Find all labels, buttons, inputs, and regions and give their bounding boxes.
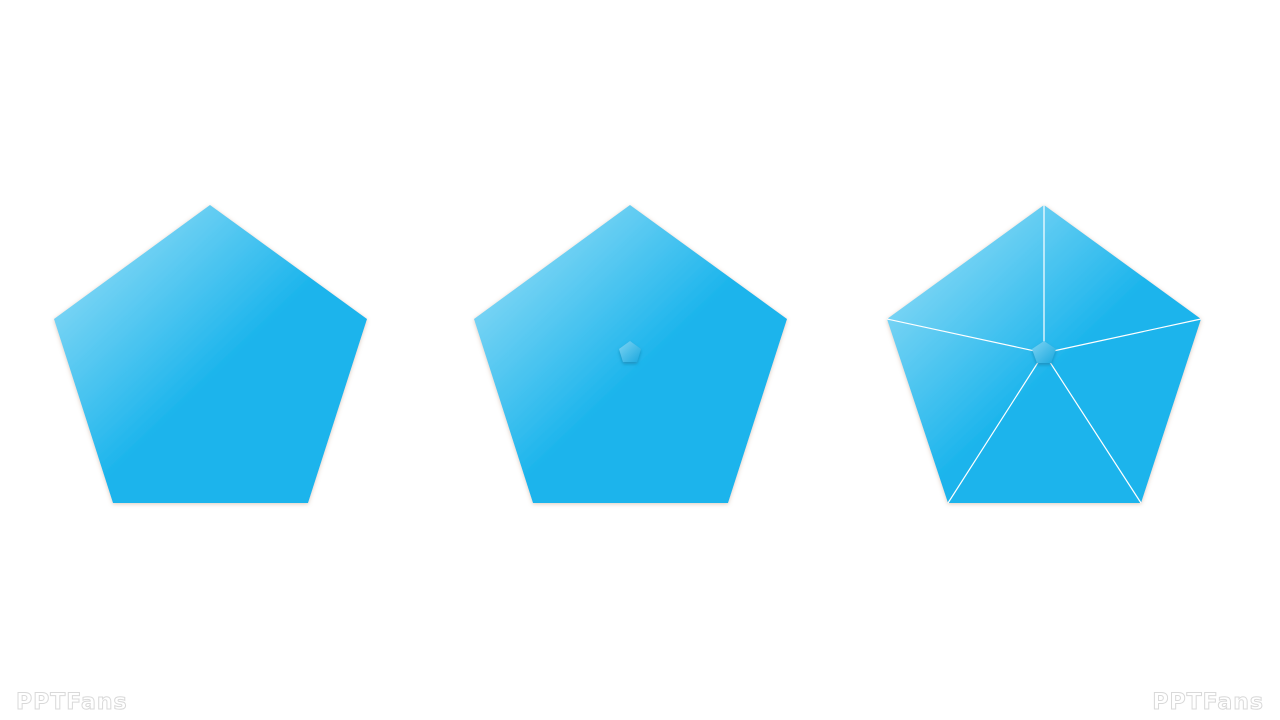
divider-line <box>1043 318 1202 354</box>
center-pentagon <box>619 341 641 362</box>
divider-line <box>947 352 1045 504</box>
divider-lines <box>886 205 1202 504</box>
pentagon <box>54 205 367 503</box>
watermark: PPTFans <box>16 690 128 715</box>
divider-line <box>1043 352 1142 504</box>
center-pentagon <box>1032 341 1056 363</box>
divider-line <box>886 318 1045 354</box>
watermark: PPTFans <box>1152 690 1264 715</box>
